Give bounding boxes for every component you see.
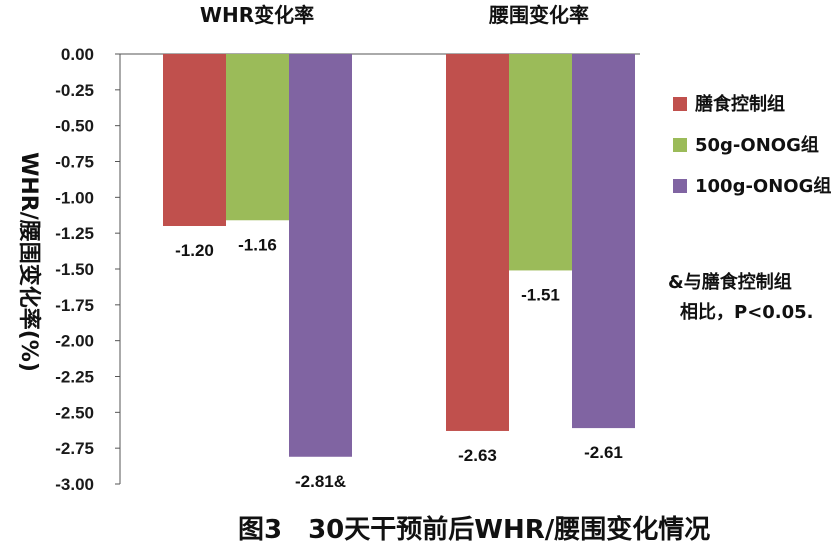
note-line-2: 相比，P<0.05. — [680, 302, 814, 323]
y-tick-label: -1.00 — [55, 188, 94, 207]
y-tick-label: -0.75 — [55, 153, 94, 172]
data-label: -1.20 — [175, 241, 214, 260]
data-label: -1.16 — [238, 235, 277, 254]
y-tick-label: 0.00 — [61, 45, 94, 64]
y-tick-label: -0.50 — [55, 117, 94, 136]
legend-swatch — [673, 179, 687, 193]
data-label: -2.61 — [584, 443, 623, 462]
legend-swatch — [673, 97, 687, 111]
y-tick-label: -2.75 — [55, 439, 94, 458]
legend-item: 膳食控制组 — [673, 93, 785, 115]
bar — [289, 54, 352, 457]
legend-item: 50g-ONOG组 — [673, 134, 819, 156]
category-label: 腰围变化率 — [488, 3, 589, 27]
y-tick-label: -1.50 — [55, 260, 94, 279]
y-axis: 0.00 -0.25 -0.50 -0.75 -1.00 -1.25 -1.50 -1.75 -… — [55, 45, 640, 494]
legend-swatch — [673, 138, 687, 152]
y-tick-label: -2.25 — [55, 368, 94, 387]
data-label: -2.81& — [295, 472, 346, 491]
y-axis-title-text: WHR/腰围变化率(%) — [16, 152, 42, 372]
bar — [446, 54, 509, 431]
category-labels: WHR变化率 腰围变化率 — [200, 3, 589, 27]
y-tick-label: -1.75 — [55, 296, 94, 315]
y-axis-title: WHR/腰围变化率(%) — [16, 152, 42, 372]
y-tick-label: -2.50 — [55, 403, 94, 422]
data-label: -2.63 — [458, 446, 497, 465]
legend-label: 膳食控制组 — [694, 93, 785, 115]
legend-item: 100g-ONOG组 — [673, 175, 831, 197]
bar — [163, 54, 226, 226]
bar — [226, 54, 289, 221]
bar — [572, 54, 635, 429]
legend-label: 100g-ONOG组 — [695, 175, 831, 197]
data-labels: -1.20 -1.16 -2.81& -2.63 -1.51 -2.61 — [175, 235, 623, 491]
bar-series — [163, 54, 635, 457]
legend-label: 50g-ONOG组 — [695, 134, 819, 156]
y-tick-label: -3.00 — [55, 475, 94, 494]
y-tick-label: -1.25 — [55, 224, 94, 243]
note-line-1: &与膳食控制组 — [668, 271, 792, 293]
significance-note: &与膳食控制组 相比，P<0.05. — [668, 271, 814, 323]
legend: 膳食控制组 50g-ONOG组 100g-ONOG组 — [673, 93, 831, 197]
category-label: WHR变化率 — [200, 3, 314, 27]
figure-caption: 图3 30天干预前后WHR/腰围变化情况 — [238, 514, 710, 545]
y-tick-label: -2.00 — [55, 332, 94, 351]
bar — [509, 54, 572, 271]
y-tick-label: -0.25 — [55, 81, 94, 100]
data-label: -1.51 — [521, 285, 560, 304]
